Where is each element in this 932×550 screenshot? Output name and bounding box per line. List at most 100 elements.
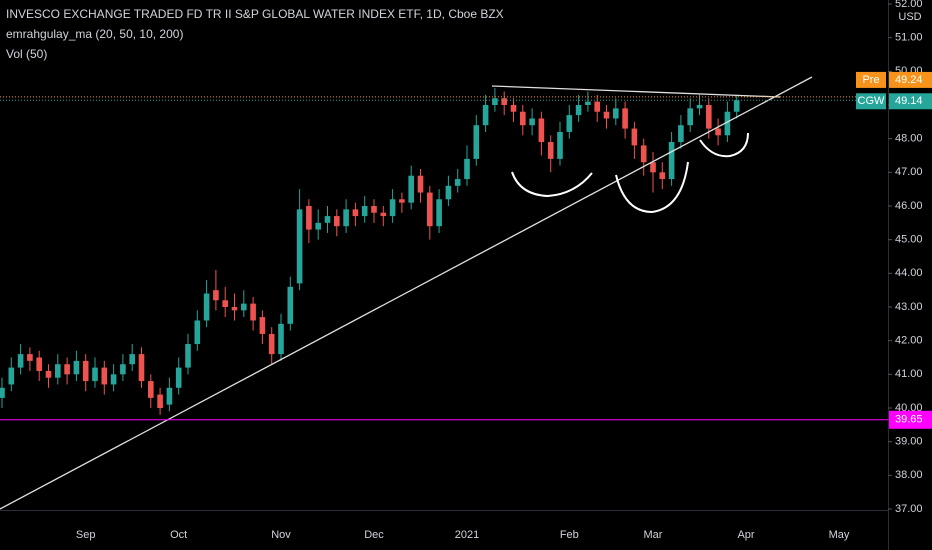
candle-body [650,162,656,173]
candle-body [45,370,52,378]
candle-body [473,125,480,159]
candle-body [389,199,396,217]
candle-body [529,118,535,126]
level-label-box [889,410,932,429]
x-tick-label: 2021 [455,529,479,541]
indicator-label: Vol (50) [6,47,47,61]
candle-body [501,98,507,105]
candle-body [334,216,340,227]
x-tick-label: Dec [364,529,384,541]
y-tick-label: 46.00 [895,200,923,212]
shoulder-drawing [511,171,593,198]
candle-body [315,222,321,230]
candle-body [120,364,126,375]
shoulder-drawing [699,132,749,158]
candle-body [380,212,387,217]
candle-body [92,367,98,382]
x-tick-label: Apr [737,529,754,541]
candle-body [259,317,266,334]
y-tick-label: 44.00 [895,267,923,279]
y-tick-label: 51.00 [895,32,923,44]
candle-body [622,108,628,129]
candle-body [547,142,554,159]
candle-body [157,394,163,408]
y-tick-label: 45.00 [895,234,923,246]
candle-body [194,320,201,345]
candle-body [203,293,210,321]
y-tick-label: 52.00 [895,0,923,10]
candle-body [17,354,24,368]
y-tick-label: 42.00 [895,335,923,347]
price-value-box [889,93,932,110]
x-tick-label: Nov [271,529,291,541]
candle-body [445,185,452,200]
candle-body [436,199,442,227]
candle-body [278,323,284,355]
indicator-label: emrahgulay_ma (20, 50, 10, 200) [6,27,183,41]
candle-body [287,286,294,324]
candle-body [352,209,359,217]
candle-body [361,206,368,217]
candle-body [55,364,61,378]
y-tick-label: 43.00 [895,301,923,313]
candle-body [343,209,349,227]
candle-body [715,128,721,136]
candle-body [640,145,647,163]
trendline [0,76,813,510]
candle-body [678,125,684,143]
candle-body [250,303,256,321]
y-tick-label: 47.00 [895,166,923,178]
candle-body [585,101,591,105]
candle-body [8,367,15,385]
resistance-line [491,85,781,98]
candle-body [241,303,247,311]
candle-body [454,179,461,186]
candle-body [631,128,638,146]
price-name: Pre [862,74,879,86]
y-tick-label: 41.00 [895,368,923,380]
candle-body [268,333,275,355]
y-tick-label: 39.00 [895,436,923,448]
candle-body [575,105,582,116]
candle-body [417,175,424,193]
candle-body [687,108,693,126]
candle-body [696,105,703,109]
price-name: CGW [858,95,886,107]
candles [0,88,740,415]
candle-body [603,111,610,119]
price-value: 49.14 [895,95,923,107]
candle-body [706,105,712,129]
candle-body [482,105,489,126]
level-label: 39.65 [895,414,923,426]
candle-body [222,300,228,307]
candle-body [306,206,312,230]
candle-body [101,367,108,385]
candle-body [668,142,675,180]
x-tick-label: May [829,529,850,541]
candle-body [492,98,498,105]
candle-body [36,357,42,371]
candle-body [371,206,377,213]
candle-body [566,115,573,132]
x-tick-label: Feb [560,529,579,541]
candle-body [520,111,526,126]
chart-title: INVESCO EXCHANGE TRADED FD TR II S&P GLO… [6,7,504,21]
price-value-box [889,71,932,88]
candle-body [73,360,80,375]
candle-body [148,381,154,398]
candle-body [538,118,545,143]
x-tick-label: Mar [644,529,663,541]
candle-body [594,101,600,112]
price-value: 49.24 [895,74,923,86]
candle-body [733,100,740,112]
candle-body [510,105,517,112]
candle-body [724,111,731,136]
x-tick-label: Oct [170,529,187,541]
candle-body [129,354,135,365]
y-tick-label: 38.00 [895,469,923,481]
candle-body [296,209,303,284]
candle-body [27,354,33,361]
candle-body [185,344,191,368]
candle-body [110,374,117,385]
